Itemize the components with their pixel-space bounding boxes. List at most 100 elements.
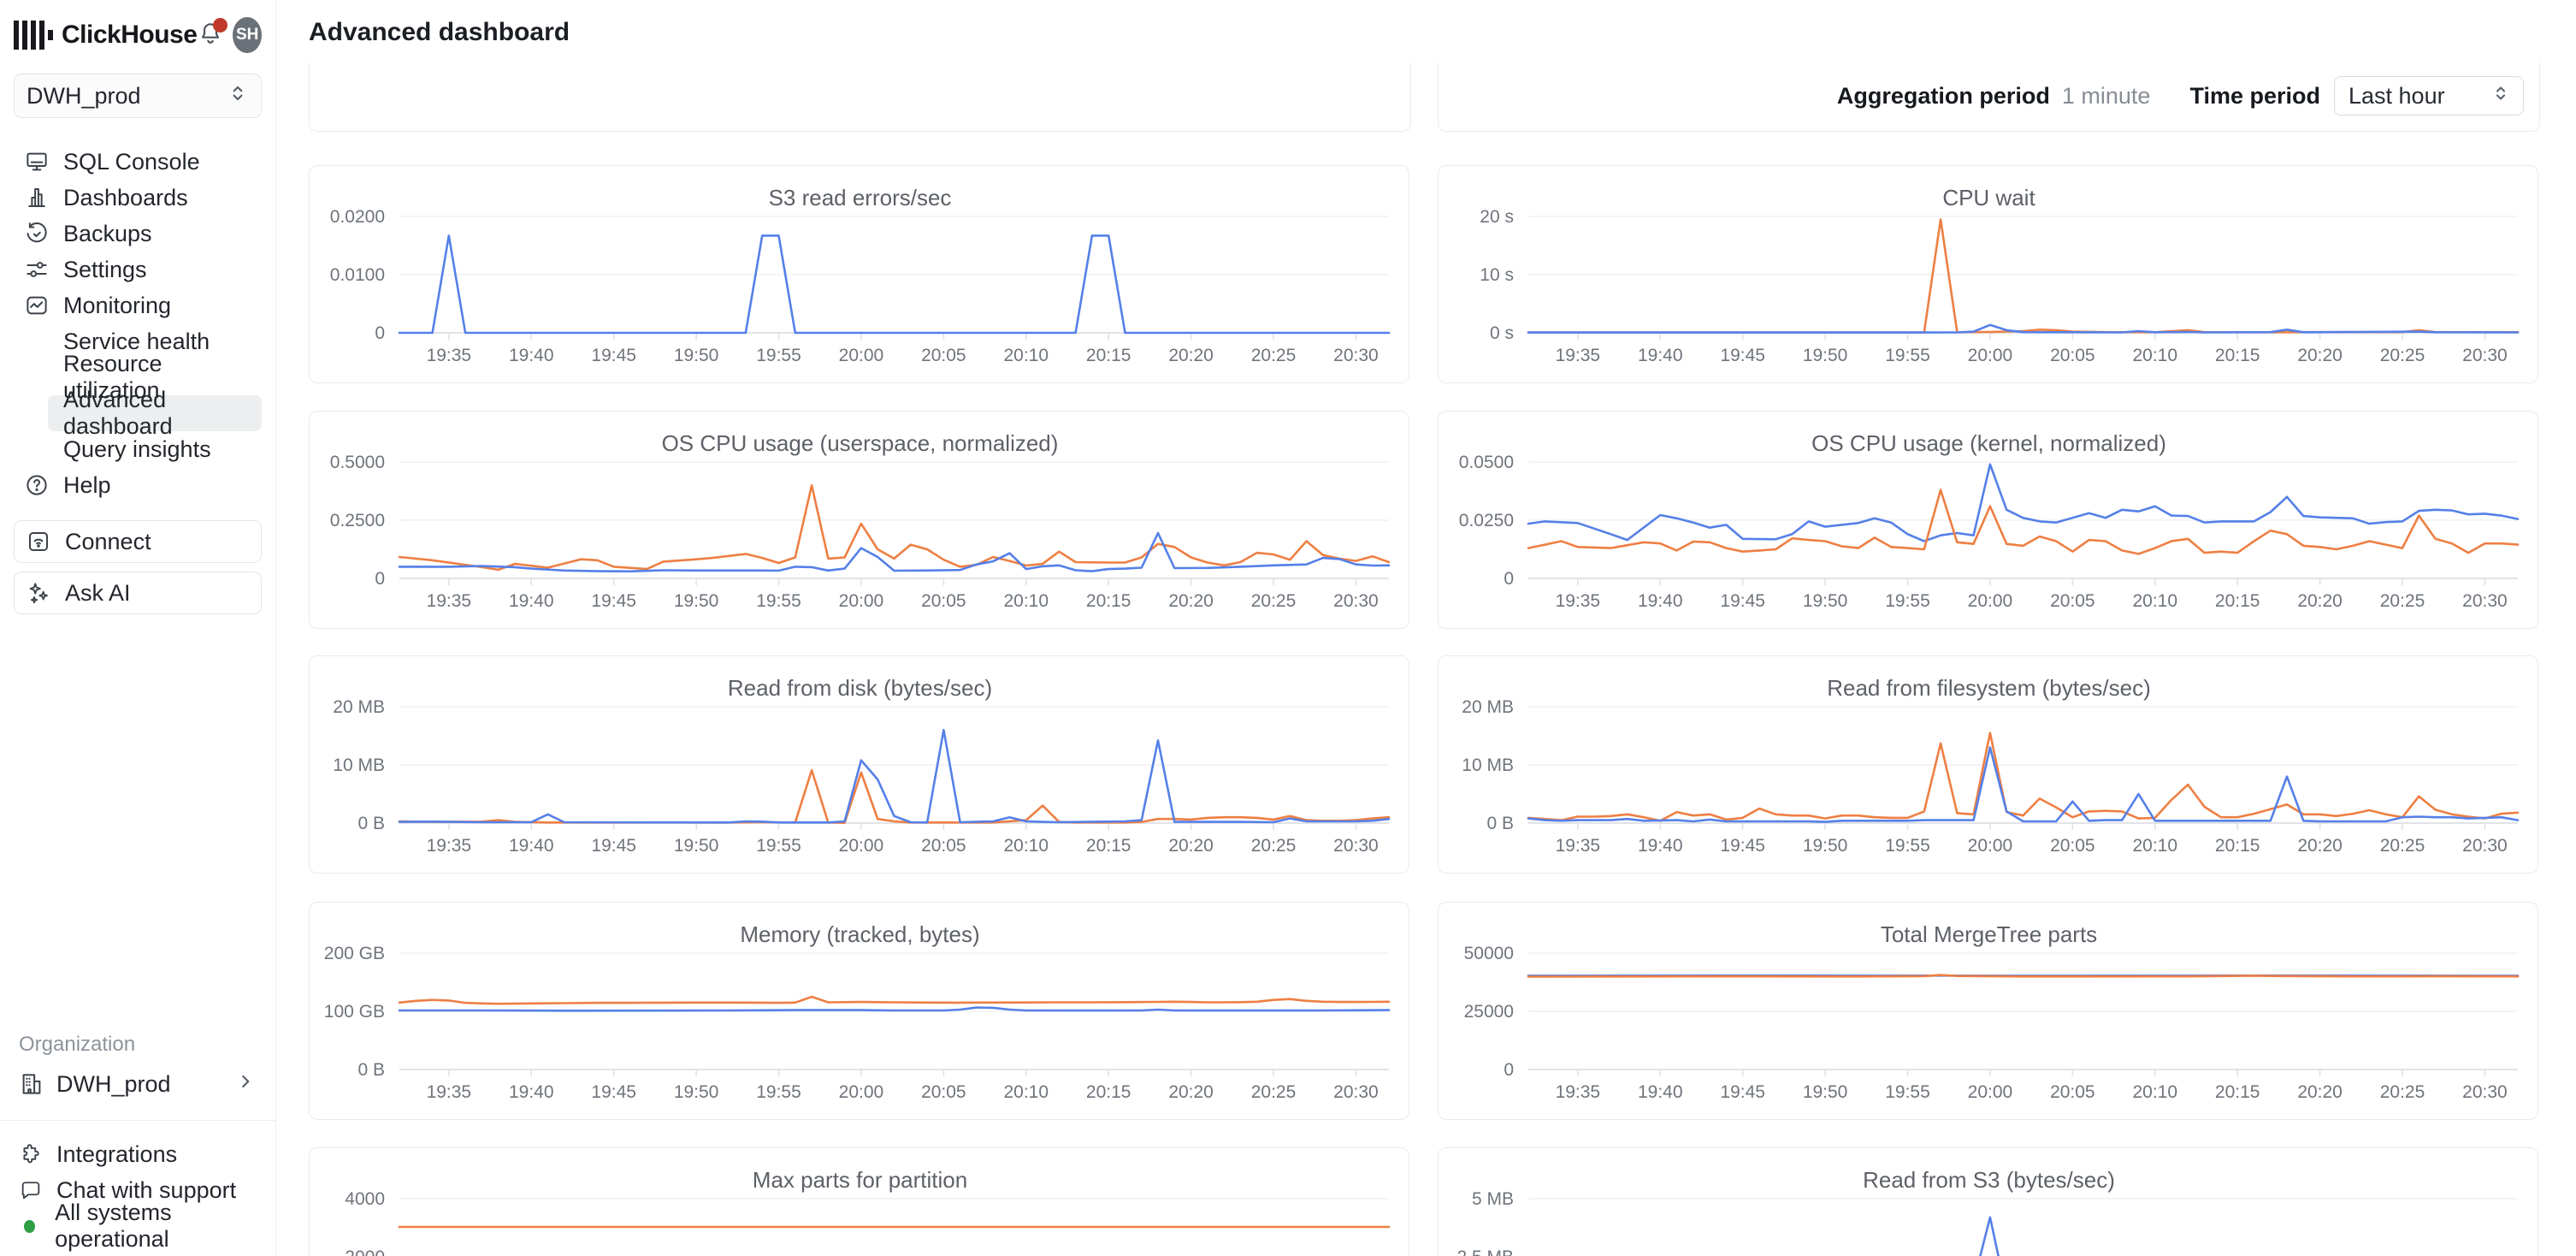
x-axis-tick-label: 19:50 [1803, 1082, 1848, 1102]
x-axis-tick-label: 19:40 [509, 346, 554, 365]
footer-item-label: Integrations [56, 1140, 178, 1167]
x-axis-tick-label: 20:20 [1168, 346, 1214, 365]
y-axis-tick-label: 10 s [1480, 265, 1514, 285]
sidebar-item-label: Dashboards [63, 184, 188, 210]
x-axis-tick-label: 19:55 [756, 836, 801, 856]
chat-icon [19, 1178, 43, 1202]
x-axis-tick-label: 19:45 [591, 591, 636, 611]
x-axis-tick-label: 20:00 [1968, 591, 2013, 611]
chart-card-read-from-s3-bytes-sec: Read from S3 (bytes/sec)5 MB2.5 MB19:351… [1438, 1147, 2538, 1256]
x-axis-tick-label: 20:15 [1086, 836, 1131, 856]
x-axis-tick-label: 19:55 [1885, 591, 1930, 611]
x-axis-tick-label: 20:30 [2462, 346, 2508, 365]
x-axis-tick-label: 20:05 [921, 346, 966, 365]
x-axis-tick-label: 20:05 [921, 1082, 966, 1102]
x-axis-tick-label: 19:45 [1720, 836, 1765, 856]
chart-card-os-cpu-usage-kernel-normalized: OS CPU usage (kernel, normalized) 0.0500 0… [1438, 411, 2538, 629]
user-avatar[interactable]: SH [233, 17, 262, 53]
x-axis-tick-label: 20:10 [1003, 836, 1049, 856]
x-axis-tick-label: 19:40 [1638, 591, 1683, 611]
sidebar-item-monitoring[interactable]: Monitoring [14, 287, 262, 323]
x-axis-tick-label: 20:05 [921, 591, 966, 611]
service-selector[interactable]: DWH_prod [14, 74, 262, 118]
chart-card-read-from-disk-bytes-sec: Read from disk (bytes/sec) 20 MB 10 MB 0 B 1… [309, 655, 1409, 874]
sidebar: ClickHouse SH DWH_prod [0, 0, 276, 1256]
y-axis-tick-label: 0.2500 [330, 511, 385, 530]
x-axis-tick-label: 19:45 [591, 346, 636, 365]
x-axis-tick-label: 19:35 [427, 346, 472, 365]
sidebar-item-dashboards[interactable]: Dashboards [14, 180, 262, 216]
y-axis-tick-label: 10 MB [1462, 755, 1514, 775]
series-line-blue [398, 728, 1391, 824]
x-axis-tick-label: 20:10 [1003, 1082, 1049, 1102]
x-axis-tick-label: 20:00 [1968, 346, 2013, 365]
sidebar-item-integrations[interactable]: Integrations [14, 1136, 262, 1172]
x-axis-tick-label: 20:05 [2050, 346, 2095, 365]
x-axis-tick-label: 20:10 [2132, 346, 2177, 365]
x-axis-tick-label: 19:55 [1885, 836, 1930, 856]
y-axis-tick-label: 4000 [345, 1189, 385, 1209]
chart-card-memory-tracked-bytes: Memory (tracked, bytes) 200 GB 100 GB 0 B 19… [309, 902, 1409, 1120]
sidebar-nav: SQL Console Dashboards Backups [14, 144, 262, 503]
series-line-orange [1527, 974, 2520, 978]
chevron-updown-icon [2490, 83, 2511, 110]
x-axis-tick-label: 20:10 [2132, 836, 2177, 856]
x-axis-tick-label: 20:25 [1251, 1082, 1297, 1102]
series-line-blue [398, 1006, 1391, 1012]
time-period-select[interactable]: Last hour [2334, 76, 2524, 116]
sidebar-item-settings[interactable]: Settings [14, 252, 262, 287]
x-axis-tick-label: 19:55 [756, 591, 801, 611]
chart-svg: Read from filesystem (bytes/sec) 20 MB 10 … [1462, 675, 2520, 856]
sidebar-subitem-label: Service health [63, 328, 210, 354]
connect-button[interactable]: Connect [14, 520, 262, 563]
system-status[interactable]: All systems operational [14, 1200, 262, 1252]
chevron-right-icon [234, 1070, 257, 1099]
x-axis-tick-label: 20:20 [2297, 836, 2343, 856]
sidebar-item-help[interactable]: Help [14, 467, 262, 503]
chart-svg: OS CPU usage (kernel, normalized) 0.0500 0… [1459, 430, 2520, 611]
y-axis-tick-label: 100 GB [324, 1002, 385, 1022]
sidebar-item-sql-console[interactable]: SQL Console [14, 144, 262, 180]
sidebar-item-chat-support[interactable]: Chat with support [14, 1172, 262, 1208]
sidebar-item-label: Backups [63, 220, 152, 246]
ask-ai-button[interactable]: Ask AI [14, 572, 262, 614]
x-axis-tick-label: 20:25 [2380, 1082, 2425, 1102]
chart-card-os-cpu-usage-userspace-normalized: OS CPU usage (userspace, normalized) 0.50… [309, 411, 1409, 629]
clickhouse-logo [14, 20, 53, 50]
x-axis-tick-label: 20:15 [2215, 591, 2260, 611]
x-axis-tick-label: 20:25 [2380, 836, 2425, 856]
x-axis-tick-label: 20:25 [2380, 591, 2425, 611]
integrations-icon [19, 1142, 43, 1166]
sidebar-item-backups[interactable]: Backups [14, 216, 262, 252]
x-axis-tick-label: 20:20 [1168, 591, 1214, 611]
chart-card-s3-read-errors-sec: S3 read errors/sec 0.0200 0.0100 0 19:35 19:4… [309, 165, 1409, 383]
x-axis-tick-label: 20:20 [2297, 591, 2343, 611]
top-bar: Advanced dashboard [276, 0, 2576, 65]
chevron-updown-icon [227, 82, 249, 110]
sidebar-subitem-resource-utilization[interactable]: Resource utilization [48, 351, 262, 403]
x-axis-tick-label: 19:45 [591, 836, 636, 856]
x-axis-tick-label: 20:30 [2462, 836, 2508, 856]
sidebar-item-label: Settings [63, 256, 147, 282]
x-axis-tick-label: 19:50 [674, 591, 719, 611]
footer-item-label: Chat with support [56, 1176, 237, 1203]
x-axis-tick-label: 19:35 [1556, 836, 1601, 856]
x-axis-tick-label: 20:15 [1086, 591, 1131, 611]
chart-card-cpu-wait: CPU wait 20 s 10 s 0 s 19:35 19:40 19:45 19:50 1… [1438, 165, 2538, 383]
sidebar-subitem-query-insights[interactable]: Query insights [48, 431, 262, 467]
x-axis-tick-label: 20:05 [2050, 591, 2095, 611]
ask-ai-label: Ask AI [65, 579, 131, 606]
chart-title: OS CPU usage (kernel, normalized) [1811, 430, 2166, 456]
x-axis-tick-label: 19:35 [427, 836, 472, 856]
organization-selector[interactable]: DWH_prod [14, 1065, 262, 1103]
x-axis-tick-label: 20:25 [1251, 836, 1297, 856]
notifications-bell-icon[interactable] [197, 18, 228, 50]
sidebar-subitem-service-health[interactable]: Service health [48, 323, 262, 359]
x-axis-tick-label: 19:35 [427, 591, 472, 611]
x-axis-tick-label: 19:50 [1803, 346, 1848, 365]
sidebar-subitem-advanced-dashboard[interactable]: Advanced dashboard [48, 387, 262, 439]
x-axis-tick-label: 20:10 [2132, 1082, 2177, 1102]
x-axis-tick-label: 19:35 [1556, 591, 1601, 611]
chart-svg: Max parts for partition4000200019:3519:4… [345, 1167, 1391, 1256]
